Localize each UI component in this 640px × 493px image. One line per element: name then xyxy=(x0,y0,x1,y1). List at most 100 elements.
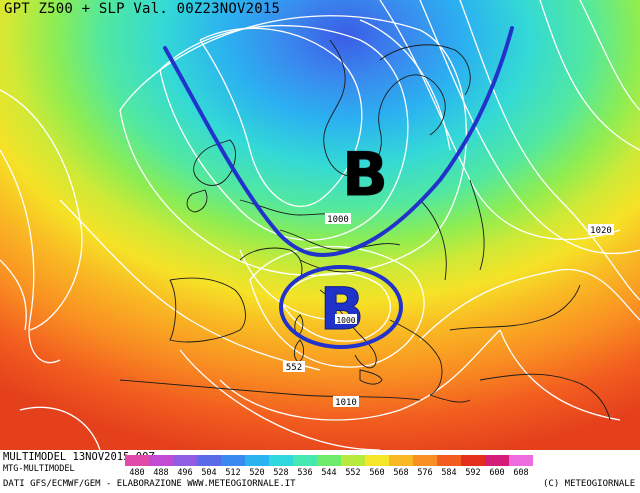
low-pressure-ellipse xyxy=(279,265,403,349)
legend-label: 528 xyxy=(273,468,289,478)
low-marker-italy: B xyxy=(320,275,364,343)
legend-label: 608 xyxy=(513,468,529,478)
legend-entry: 552 xyxy=(341,455,365,478)
legend-swatch xyxy=(317,455,341,466)
legend-label: 480 xyxy=(129,468,145,478)
isobar-line xyxy=(59,199,321,371)
isobars xyxy=(0,0,640,450)
legend-entry: 544 xyxy=(317,455,341,478)
legend-label: 520 xyxy=(249,468,265,478)
legend-label: 536 xyxy=(297,468,313,478)
legend-entry: 536 xyxy=(293,455,317,478)
isobar-line xyxy=(199,27,363,207)
legend-swatch xyxy=(125,455,149,466)
map-title: GPT Z500 + SLP Val. 00Z23NOV2015 xyxy=(4,1,281,17)
italy-coast xyxy=(319,289,377,369)
model-run-label: MULTIMODEL 13NOV2015 00Z xyxy=(3,451,155,463)
legend-entry: 520 xyxy=(245,455,269,478)
legend-entry: 512 xyxy=(221,455,245,478)
legend-entry: 600 xyxy=(485,455,509,478)
isobar-labels: 1000 1020 1000 1010 552 xyxy=(283,213,614,408)
isobar-label-1000-north: 1000 xyxy=(327,215,349,225)
color-scale-legend: 480 488 496 504 512 520 528 536 544 552 560 568 576 5… xyxy=(125,455,533,478)
isobar-line xyxy=(419,0,640,255)
isobar-line xyxy=(0,149,61,364)
isobar-line xyxy=(459,0,640,301)
legend-label: 496 xyxy=(177,468,193,478)
isobar-line xyxy=(0,259,27,331)
legend-swatch xyxy=(365,455,389,466)
sicily xyxy=(359,369,383,385)
balkans-coast xyxy=(389,319,443,396)
turkey-coast xyxy=(479,373,611,421)
legend-label: 568 xyxy=(393,468,409,478)
height-label-552: 552 xyxy=(286,363,302,373)
legend-entry: 592 xyxy=(461,455,485,478)
legend-label: 544 xyxy=(321,468,337,478)
legend-entry: 576 xyxy=(413,455,437,478)
isobar-line xyxy=(249,245,425,368)
model-name-label: MTG-MULTIMODEL xyxy=(3,464,75,474)
legend-entry: 504 xyxy=(197,455,221,478)
legend-entry: 528 xyxy=(269,455,293,478)
finland-coast xyxy=(379,44,471,96)
geopotential-field xyxy=(0,0,640,450)
isobar-line xyxy=(159,24,409,241)
isobar-line xyxy=(359,19,451,151)
legend-swatch xyxy=(149,455,173,466)
credits-label: DATI GFS/ECMWF/GEM - ELABORAZIONE WWW.ME… xyxy=(3,479,296,489)
legend-swatch xyxy=(341,455,365,466)
british-isles xyxy=(193,139,236,186)
legend-swatch xyxy=(461,455,485,466)
legend-entry: 560 xyxy=(365,455,389,478)
legend-entry: 488 xyxy=(149,455,173,478)
legend-swatch xyxy=(197,455,221,466)
iberia-coast xyxy=(169,277,246,343)
scandinavia-coast xyxy=(323,39,446,177)
isobar-line xyxy=(179,349,381,451)
low-marker-north: B xyxy=(342,140,388,210)
legend-swatch xyxy=(389,455,413,466)
legend-swatch xyxy=(269,455,293,466)
isobar-line xyxy=(579,0,640,111)
isobar-label-bg xyxy=(333,396,359,407)
copyright-label: (C) METEOGIORNALE xyxy=(543,479,636,489)
border-line xyxy=(469,179,485,271)
legend-label: 488 xyxy=(153,468,169,478)
isobar-label-1010: 1010 xyxy=(335,398,357,408)
legend-label: 576 xyxy=(417,468,433,478)
legend-swatch xyxy=(485,455,509,466)
isobar-line xyxy=(119,15,467,277)
isobar-line xyxy=(219,329,501,421)
isobar-line xyxy=(499,329,621,421)
map-footer: MULTIMODEL 13NOV2015 00Z MTG-MULTIMODEL … xyxy=(0,450,640,493)
legend-label: 512 xyxy=(225,468,241,478)
legend-entry: 608 xyxy=(509,455,533,478)
legend-entry: 568 xyxy=(389,455,413,478)
legend-swatch xyxy=(245,455,269,466)
legend-label: 592 xyxy=(465,468,481,478)
border-line xyxy=(299,259,361,273)
legend-label: 552 xyxy=(345,468,361,478)
ireland xyxy=(186,189,208,213)
isobar-label-1020: 1020 xyxy=(590,226,612,236)
legend-swatch xyxy=(413,455,437,466)
legend-entry: 480 xyxy=(125,455,149,478)
legend-label: 584 xyxy=(441,468,457,478)
legend-swatch xyxy=(221,455,245,466)
legend-label: 504 xyxy=(201,468,217,478)
legend-swatch xyxy=(509,455,533,466)
isobar-label-bg xyxy=(335,314,357,324)
trough-line xyxy=(163,26,514,257)
border-line xyxy=(279,229,401,251)
france-coast xyxy=(239,247,303,281)
black-sea-coast xyxy=(449,284,581,331)
legend-swatch xyxy=(173,455,197,466)
isobar-label-1000-italy: 1000 xyxy=(336,316,355,325)
isobar-line xyxy=(419,268,640,341)
isobar-label-bg xyxy=(588,224,614,235)
greece-coast xyxy=(429,394,471,403)
isobar-label-bg xyxy=(325,213,351,224)
border-line xyxy=(419,199,447,281)
